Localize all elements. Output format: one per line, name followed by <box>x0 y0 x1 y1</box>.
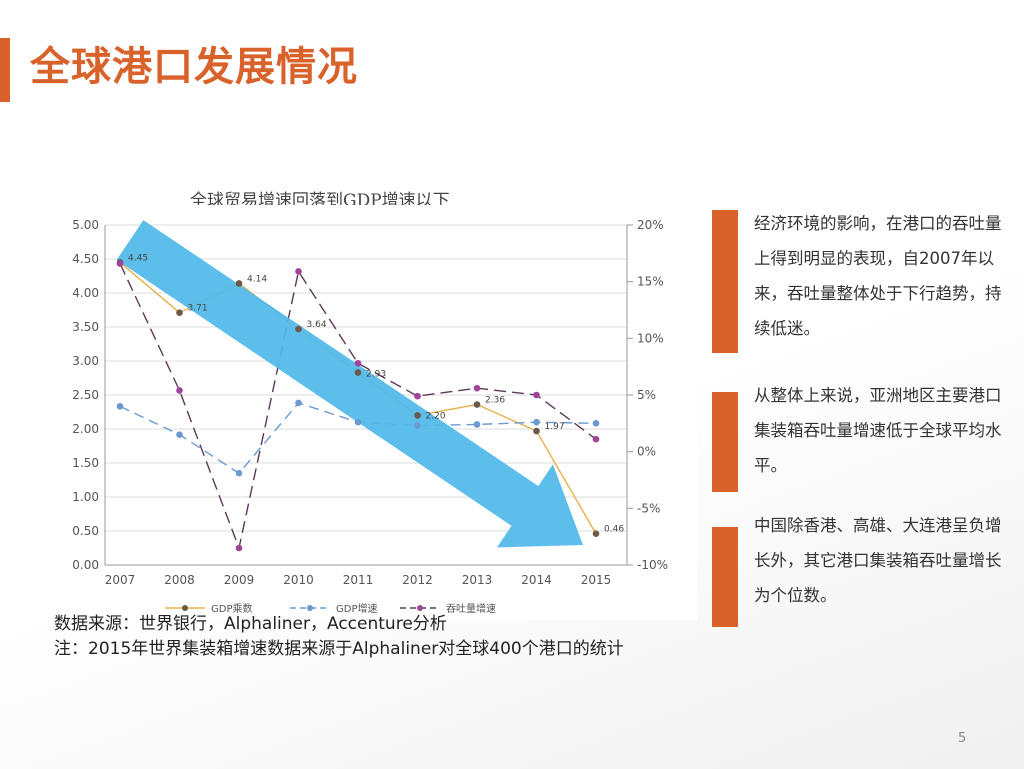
data-label: 2.93 <box>366 370 386 380</box>
series-point <box>116 260 124 267</box>
series-point <box>354 359 362 367</box>
x-tick-label: 2013 <box>462 573 493 587</box>
y-left-tick-label: 4.00 <box>72 286 99 300</box>
point-accent-bar-1 <box>712 210 738 353</box>
y-left-tick-label: 0.50 <box>72 524 99 538</box>
series-point <box>533 418 540 426</box>
source-notes: 数据来源：世界银行，Alphaliner，Accenture分析 注：2015年… <box>54 612 624 662</box>
y-right-tick-label: 10% <box>637 331 664 345</box>
series-point <box>176 309 183 317</box>
data-label: 2.36 <box>485 396 505 406</box>
series-point <box>414 412 421 419</box>
series-point <box>295 325 302 333</box>
series-point <box>473 384 481 392</box>
source-text: 数据来源：世界银行，Alphaliner，Accenture分析 <box>54 614 447 634</box>
x-tick-label: 2011 <box>343 573 374 587</box>
data-label: 3.64 <box>307 320 327 330</box>
series-point <box>295 268 302 275</box>
x-tick-label: 2014 <box>521 573 552 587</box>
series-point <box>235 544 243 552</box>
series-point <box>414 422 421 429</box>
page-title: 全球港口发展情况 <box>30 44 358 90</box>
y-right-tick-label: -10% <box>637 558 668 572</box>
side-point-2: 从整体上来说，亚洲地区主要港口集装箱吞吐量增速低于全球平均水平。 <box>754 386 1002 475</box>
y-left-tick-label: 1.00 <box>72 490 99 504</box>
y-right-tick-label: -5% <box>637 501 660 515</box>
title-accent-bar <box>0 38 10 102</box>
side-point-3: 中国除香港、高雄、大连港呈负增长外，其它港口集装箱吞吐量增长为个位数。 <box>754 516 1002 605</box>
series-point <box>176 431 183 438</box>
series-point <box>235 280 243 287</box>
data-label: 1.97 <box>545 422 565 432</box>
line-chart: 0.00 0.50 1.00 1.50 2.00 2.50 3.00 3.50 4.00 4.50… <box>72 218 668 615</box>
series-point <box>235 469 243 477</box>
x-tick-label: 2010 <box>283 573 314 587</box>
legend-swatch-marker <box>182 605 188 611</box>
data-label: 3.71 <box>188 304 208 314</box>
point-accent-bar-3 <box>712 527 738 627</box>
series-point <box>354 369 362 376</box>
series-point <box>414 392 421 400</box>
y-left-tick-label: 0.00 <box>72 558 99 572</box>
page-number: 5 <box>958 731 967 746</box>
series-point <box>592 435 600 443</box>
y-left-tick-label: 1.50 <box>72 456 99 470</box>
y-right-tick-label: 15% <box>637 275 664 289</box>
data-label: 4.14 <box>247 274 267 284</box>
x-tick-label: 2008 <box>164 573 195 587</box>
note-text: 注：2015年世界集装箱增速数据来源于Alphaliner对全球400个港口的统… <box>54 639 624 659</box>
data-label: 0.46 <box>604 525 624 535</box>
point-accent-bar-2 <box>712 392 738 492</box>
data-label: 4.45 <box>128 253 148 263</box>
y-left-tick-label: 3.50 <box>72 320 99 334</box>
series-point <box>176 387 183 394</box>
series-point <box>592 420 600 427</box>
legend-swatch-marker <box>417 605 423 611</box>
y-left-tick-label: 2.00 <box>72 422 99 436</box>
x-tick-label: 2012 <box>402 573 433 587</box>
series-point <box>295 399 302 407</box>
series-line <box>119 263 597 551</box>
data-label: 2.20 <box>426 411 446 421</box>
x-tick-label: 2015 <box>581 573 612 587</box>
legend-swatch-marker <box>307 605 313 611</box>
series-point <box>592 530 600 538</box>
y-right-tick-label: 0% <box>637 445 656 459</box>
y-left-tick-label: 3.00 <box>72 354 99 368</box>
side-point-1: 经济环境的影响，在港口的吞吐量上得到明显的表现，自2007年以来，吞吐量整体处于… <box>754 214 1002 338</box>
trend-arrow <box>116 220 583 548</box>
y-left-tick-label: 5.00 <box>72 218 99 232</box>
legend-label: GDP增速 <box>336 602 377 615</box>
series-point <box>354 418 362 426</box>
y-right-tick-label: 20% <box>637 218 664 232</box>
y-left-tick-label: 4.50 <box>72 252 99 266</box>
x-tick-label: 2007 <box>105 573 136 587</box>
series-point <box>116 403 124 410</box>
y-right-tick-label: 5% <box>637 388 656 402</box>
legend-label: 吞吐量增速 <box>446 602 496 615</box>
x-tick-label: 2009 <box>224 573 255 587</box>
y-left-tick-label: 2.50 <box>72 388 99 402</box>
series-point <box>473 421 481 428</box>
series-point <box>473 401 481 408</box>
legend-label: GDP乘数 <box>211 602 252 615</box>
series-point <box>533 391 540 399</box>
chart-panel: 0.00 0.50 1.00 1.50 2.00 2.50 3.00 3.50 4.00 4.50… <box>45 205 697 620</box>
series-point <box>533 427 540 435</box>
